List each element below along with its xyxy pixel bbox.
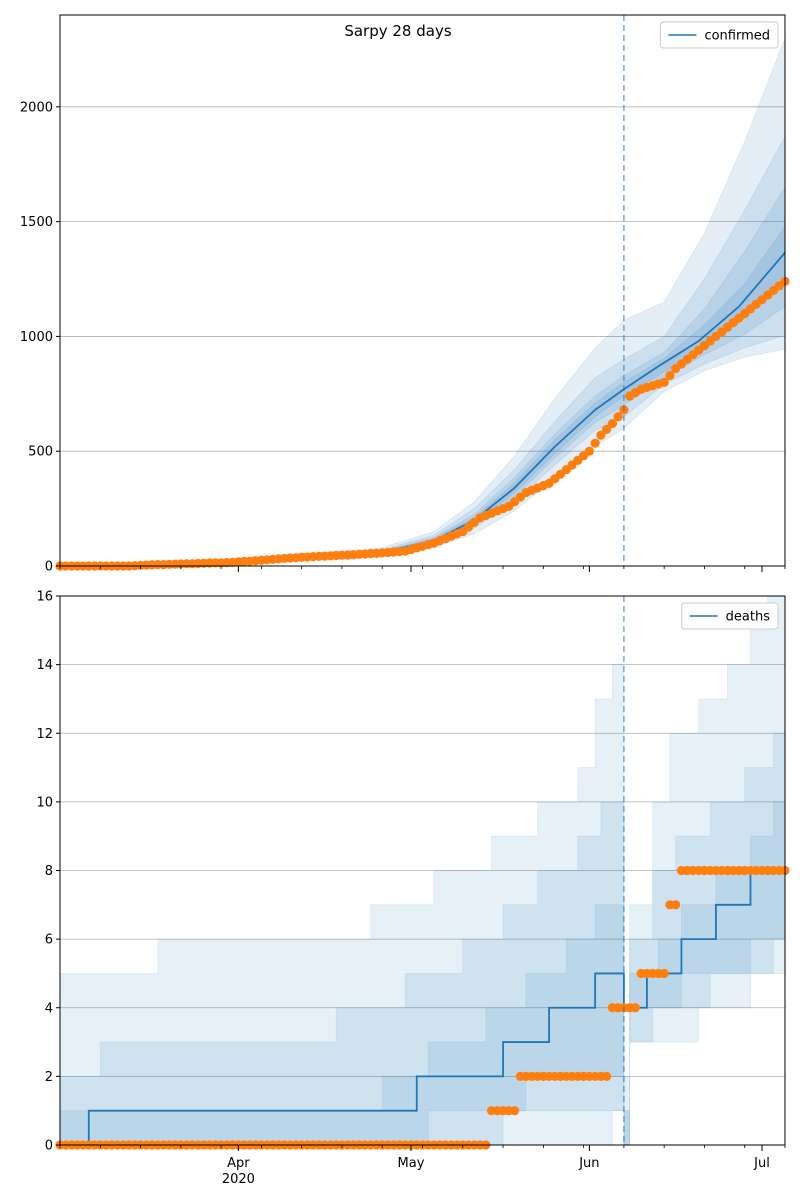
deaths-forecast-line bbox=[60, 869, 785, 1146]
deaths-x-tick-label: May bbox=[398, 1156, 425, 1171]
deaths-legend-label: deaths bbox=[726, 610, 771, 625]
deaths-observed-point bbox=[671, 900, 681, 910]
deaths-y-tick-label: 12 bbox=[36, 727, 53, 742]
deaths-x-tick-label: Jun bbox=[578, 1156, 599, 1171]
deaths-y-tick-label: 4 bbox=[45, 1001, 53, 1016]
confirmed-observed-point bbox=[590, 438, 600, 448]
deaths-y-tick-label: 16 bbox=[36, 590, 53, 605]
deaths-gridlines bbox=[60, 664, 785, 1077]
deaths-observed-point bbox=[659, 968, 669, 979]
deaths-observed-point bbox=[509, 1106, 520, 1116]
figure-title: Sarpy 28 days bbox=[344, 22, 451, 40]
deaths-observed-point bbox=[630, 1003, 641, 1013]
deaths-forecast-bands bbox=[59, 595, 786, 1146]
confirmed-y-tick-label: 500 bbox=[28, 445, 53, 460]
deaths-forecast-line-group bbox=[60, 869, 785, 1146]
deaths-forecast-band-1 bbox=[59, 732, 786, 1146]
confirmed-observed-point bbox=[602, 424, 612, 434]
confirmed-panel: 0 500 1000 1500 2000 confirmed Sarpy 28 days bbox=[20, 14, 790, 575]
confirmed-observed-point bbox=[613, 412, 623, 422]
deaths-y-tick-label: 8 bbox=[45, 864, 53, 879]
confirmed-y-tick-label: 1000 bbox=[20, 330, 53, 345]
confirmed-observed-point bbox=[607, 419, 617, 429]
confirmed-legend-box bbox=[659, 21, 779, 49]
deaths-observed-point bbox=[602, 1071, 612, 1081]
confirmed-y-tick-label: 1500 bbox=[20, 215, 53, 230]
deaths-y-tick-label: 6 bbox=[45, 933, 53, 948]
deaths-y-tick-label: 10 bbox=[36, 795, 53, 810]
deaths-legend-box bbox=[681, 602, 779, 630]
confirmed-legend-label: confirmed bbox=[704, 29, 770, 44]
confirmed-observed-point bbox=[665, 370, 675, 381]
confirmed-observed-points bbox=[55, 276, 790, 571]
deaths-legend: deaths bbox=[681, 602, 779, 630]
deaths-forecast-band-0 bbox=[59, 595, 786, 1146]
deaths-x-tick-label: Apr bbox=[227, 1156, 250, 1171]
confirmed-legend: confirmed bbox=[659, 21, 779, 49]
confirmed-gridlines bbox=[60, 106, 785, 452]
confirmed-observed-point bbox=[659, 377, 669, 387]
deaths-y-tick-label: 14 bbox=[36, 658, 53, 673]
confirmed-observed-point bbox=[596, 430, 606, 440]
deaths-x-tick-sublabel: 2020 bbox=[222, 1172, 255, 1187]
confirmed-axes: 0 500 1000 1500 2000 bbox=[20, 14, 786, 575]
deaths-y-tick-label: 0 bbox=[45, 1139, 53, 1154]
confirmed-observed-point bbox=[584, 446, 594, 456]
deaths-y-tick-label: 2 bbox=[45, 1070, 53, 1085]
confirmed-y-tick-label: 2000 bbox=[20, 100, 53, 115]
deaths-x-tick-label: Jul bbox=[753, 1156, 770, 1171]
confirmed-y-tick-label: 0 bbox=[45, 560, 53, 575]
